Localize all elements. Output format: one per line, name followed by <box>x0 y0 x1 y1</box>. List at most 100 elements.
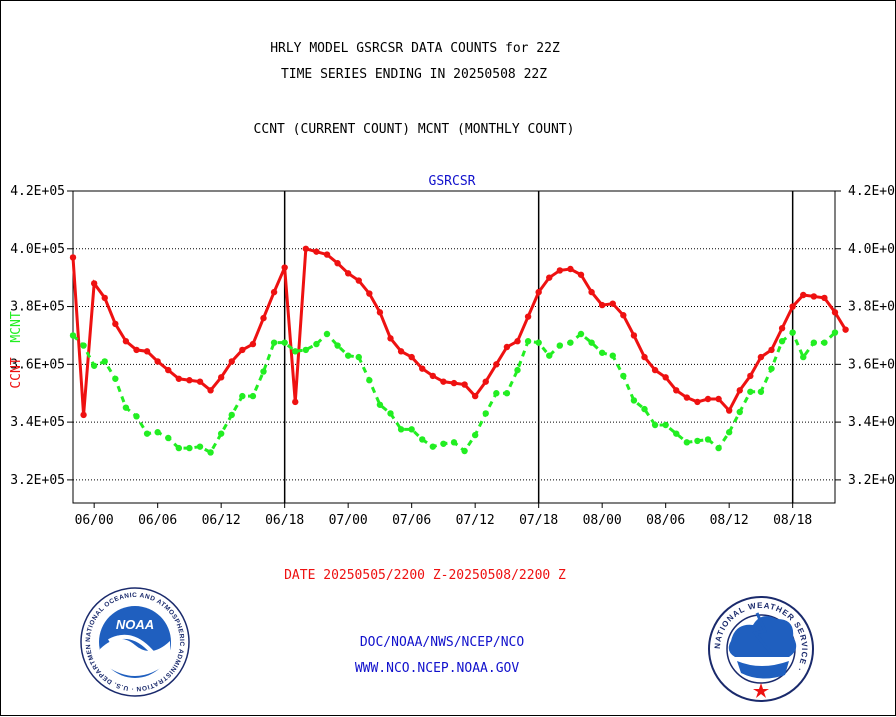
data-point-ccnt <box>355 277 362 284</box>
data-point-mcnt <box>482 410 489 417</box>
day-boundary-lines <box>283 191 794 503</box>
data-point-ccnt <box>588 288 595 296</box>
data-point-ccnt <box>620 312 627 319</box>
data-point-mcnt <box>175 444 183 452</box>
data-point-ccnt <box>112 320 119 328</box>
data-point-ccnt <box>270 288 278 296</box>
chart-title-line2: TIME SERIES ENDING IN 20250508 22Z <box>281 67 547 82</box>
data-point-mcnt <box>207 449 214 456</box>
x-tick-label: 08/00 <box>583 513 622 528</box>
data-point-mcnt <box>366 377 373 384</box>
data-point-ccnt <box>143 348 151 355</box>
data-point-ccnt <box>260 314 267 322</box>
data-point-ccnt <box>408 353 415 361</box>
data-point-ccnt <box>598 301 606 309</box>
data-point-ccnt <box>630 332 638 339</box>
data-point-mcnt <box>429 443 437 450</box>
chart-title-line1: HRLY MODEL GSRCSR DATA COUNTS for 22Z <box>270 41 560 56</box>
data-point-ccnt <box>842 326 849 333</box>
data-point-ccnt <box>556 267 564 274</box>
data-point-mcnt <box>757 388 765 395</box>
data-point-ccnt <box>281 264 288 271</box>
x-tick-label: 06/00 <box>75 513 114 528</box>
data-point-mcnt <box>524 338 532 345</box>
data-point-ccnt <box>366 290 373 297</box>
data-point-mcnt <box>387 410 394 417</box>
data-point-mcnt <box>270 339 278 346</box>
data-point-mcnt <box>101 358 108 365</box>
data-point-mcnt <box>715 444 722 452</box>
data-point-ccnt <box>419 365 426 372</box>
data-point-mcnt <box>556 342 564 349</box>
data-point-mcnt <box>694 437 701 445</box>
data-point-ccnt <box>207 387 214 394</box>
data-point-mcnt <box>736 408 743 416</box>
data-point-ccnt <box>789 303 796 310</box>
y-tick-label-right: 3.4E+05 <box>848 415 896 430</box>
data-point-ccnt <box>725 407 733 414</box>
data-point-ccnt <box>778 325 786 332</box>
data-point-mcnt <box>323 330 331 338</box>
data-point-mcnt <box>588 339 595 346</box>
data-point-ccnt <box>228 358 235 365</box>
data-point-ccnt <box>831 309 839 316</box>
plot-frame <box>72 190 836 504</box>
data-point-mcnt <box>281 339 288 346</box>
data-point-ccnt <box>90 280 98 287</box>
data-point-mcnt <box>217 430 225 437</box>
data-point-mcnt <box>292 348 299 355</box>
y-tick-label-left: 3.2E+05 <box>10 473 65 488</box>
data-point-mcnt <box>471 431 479 439</box>
x-tick-label: 07/06 <box>392 513 431 528</box>
data-point-mcnt <box>461 447 468 455</box>
x-tick-label: 08/18 <box>773 513 812 528</box>
data-point-mcnt <box>80 342 87 349</box>
data-point-ccnt <box>567 265 574 273</box>
data-point-mcnt <box>800 353 807 361</box>
data-point-ccnt <box>683 394 691 401</box>
data-point-mcnt <box>651 421 659 429</box>
data-point-mcnt <box>196 443 204 450</box>
data-point-mcnt <box>641 405 648 413</box>
y-tick-label-right: 4.2E+05 <box>848 184 896 199</box>
data-point-mcnt <box>609 352 616 359</box>
data-point-mcnt <box>397 426 405 433</box>
data-point-mcnt <box>239 392 246 400</box>
data-point-mcnt <box>620 372 627 380</box>
series-line-mcnt <box>71 330 837 455</box>
data-point-ccnt <box>514 338 521 345</box>
data-point-mcnt <box>630 397 638 404</box>
data-point-mcnt <box>334 342 341 349</box>
data-point-ccnt <box>535 288 542 296</box>
y-tick-label-left: 3.8E+05 <box>10 300 65 315</box>
data-point-mcnt <box>122 404 130 411</box>
data-point-ccnt <box>471 392 479 400</box>
data-point-mcnt <box>768 365 775 372</box>
data-point-mcnt <box>831 329 839 336</box>
data-point-mcnt <box>112 375 119 382</box>
noaa-ring-text: NATIONAL OCEANIC AND ATMOSPHERIC ADMINIS… <box>1 1 185 692</box>
data-point-ccnt <box>715 395 722 403</box>
data-point-ccnt <box>344 270 352 277</box>
x-tick-label: 06/12 <box>202 513 241 528</box>
data-point-mcnt <box>344 352 352 359</box>
data-point-mcnt <box>747 388 754 395</box>
data-point-ccnt <box>122 338 130 345</box>
data-point-mcnt <box>673 430 680 437</box>
x-tick-label: 06/06 <box>138 513 177 528</box>
data-point-ccnt <box>651 366 659 374</box>
data-point-ccnt <box>133 346 140 354</box>
noaa-logo-icon: NATIONAL OCEANIC AND ATMOSPHERIC ADMINIS… <box>1 1 190 697</box>
data-point-ccnt <box>239 346 246 354</box>
data-point-ccnt <box>493 361 500 368</box>
data-point-ccnt <box>736 387 743 394</box>
y-tick-label-left: 3.6E+05 <box>10 357 65 372</box>
data-point-ccnt <box>165 366 172 374</box>
data-point-mcnt <box>450 439 458 446</box>
data-point-mcnt <box>683 439 691 446</box>
y-tick-label-left: 3.4E+05 <box>10 415 65 430</box>
data-point-ccnt <box>429 372 437 380</box>
data-point-ccnt <box>69 254 77 261</box>
